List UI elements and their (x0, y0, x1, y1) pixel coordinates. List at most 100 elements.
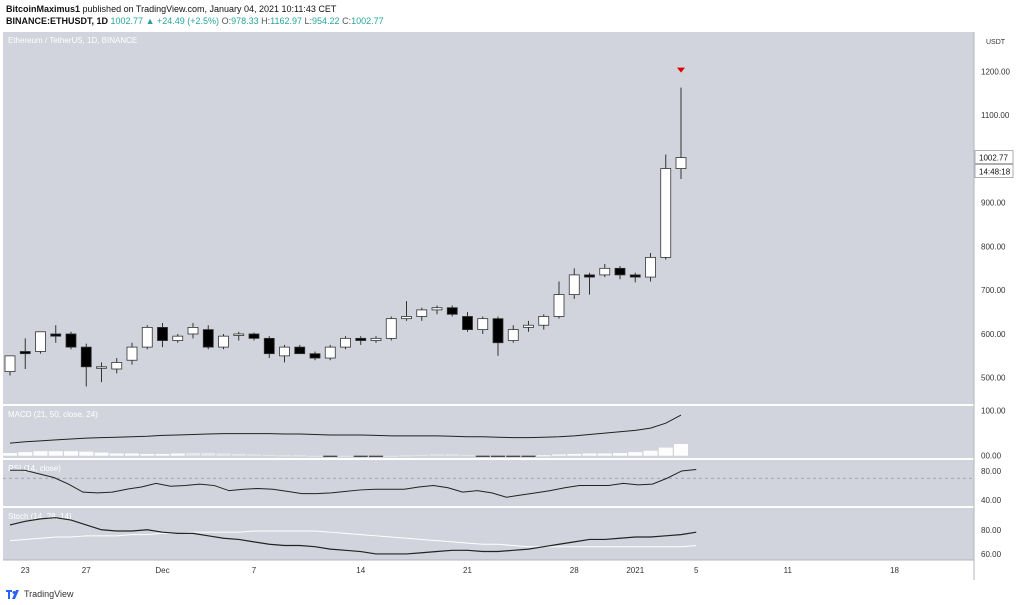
macd-histogram-bar (384, 455, 399, 457)
candle-body (294, 346, 306, 355)
published-text: published on TradingView.com, January 04… (82, 4, 337, 14)
macd-histogram-bar (353, 455, 368, 457)
candle-body (340, 337, 351, 348)
macd-histogram-bar (125, 453, 139, 456)
candle-body (126, 346, 138, 361)
macd-histogram-bar (506, 455, 521, 457)
x-tick-label: 7 (252, 566, 257, 575)
macd-histogram-bar (628, 452, 643, 456)
candle-body (523, 324, 534, 328)
macd-histogram-bar (48, 451, 63, 456)
macd-histogram-bar (460, 454, 475, 456)
candle-body (263, 337, 275, 355)
tradingview-logo-icon (6, 589, 19, 599)
candle-body (492, 318, 504, 344)
x-tick-label: 11 (784, 566, 793, 575)
pane-title: Stoch (14, 28, 14) (8, 512, 72, 521)
macd-histogram-bar (674, 443, 688, 456)
macd-histogram-bar (491, 455, 505, 457)
macd-line (9, 414, 682, 444)
macd-histogram-bar (643, 450, 658, 456)
macd-histogram-bar (475, 455, 490, 457)
macd-histogram-bar (155, 453, 170, 456)
y-tick-label: 80.00 (981, 467, 1002, 476)
candle-body (462, 316, 473, 330)
candle-body (141, 327, 153, 348)
candle-body (401, 316, 412, 320)
trading-chart[interactable]: Ethereum / TetherUS, 1D, BINANCE500.0060… (0, 30, 1024, 585)
candle-body (4, 355, 16, 373)
countdown-label: 14:48:18 (979, 168, 1011, 177)
macd-histogram-bar (140, 453, 155, 456)
pane-title: MACD (21, 50, close, 24) (8, 410, 98, 419)
macd-histogram-bar (552, 454, 566, 456)
candle-body (50, 333, 62, 337)
candle-body (19, 351, 31, 355)
y-tick-label: 600.00 (981, 330, 1006, 339)
price-axis-strip (974, 32, 1024, 582)
price-change: ▲ +24.49 (+2.5%) (145, 16, 220, 26)
candle-body (660, 168, 672, 258)
close-value: 1002.77 (351, 16, 384, 26)
y-tick-label: 900.00 (981, 199, 1006, 208)
publisher-name[interactable]: BitcoinMaximus1 (6, 4, 81, 14)
macd-histogram-bar (79, 451, 94, 456)
publish-line: BitcoinMaximus1 published on TradingView… (6, 4, 336, 14)
candle-body (645, 256, 656, 278)
macd-histogram-bar (567, 453, 582, 456)
macd-histogram-bar (613, 453, 627, 456)
footer-brand[interactable]: TradingView (24, 589, 74, 599)
macd-histogram-bar (323, 455, 338, 457)
macd-histogram-bar (414, 454, 429, 456)
macd-histogram-bar (399, 455, 414, 457)
candle-body (446, 307, 458, 315)
macd-histogram-bar (231, 453, 246, 456)
candle-body (279, 346, 290, 357)
candle-body (614, 267, 626, 276)
rsi-line (10, 468, 697, 498)
macd-histogram-bar (521, 455, 536, 457)
macd-histogram-bar (216, 453, 231, 456)
candle-body (370, 337, 382, 341)
macd-histogram-bar (262, 454, 277, 456)
y-tick-label: 60.00 (981, 550, 1002, 559)
y-tick-label: 1100.00 (981, 111, 1010, 120)
x-tick-label: 23 (21, 566, 30, 575)
macd-histogram-bar (597, 453, 612, 456)
x-tick-label: 28 (570, 566, 579, 575)
low-label: L: (304, 16, 313, 26)
y-tick-label: 80.00 (981, 526, 1002, 535)
candle-body (80, 346, 92, 368)
candle-body (431, 307, 443, 311)
macd-histogram-bar (109, 453, 124, 456)
candle-body (218, 335, 229, 348)
macd-histogram-bar (582, 453, 597, 456)
high-label: H: (261, 16, 271, 26)
macd-histogram-bar (201, 453, 216, 456)
candle-body (584, 274, 595, 278)
signal-arrow-icon (677, 67, 685, 73)
open-label: O: (221, 16, 232, 26)
candle-body (35, 331, 46, 352)
unit-label: USDT (986, 39, 1006, 46)
y-tick-label: 500.00 (981, 374, 1006, 383)
pane-bg-2 (3, 460, 974, 506)
stoch-d-line (9, 530, 697, 548)
candle-body (538, 316, 550, 326)
macd-histogram-bar (64, 451, 78, 456)
x-tick-label: 27 (82, 566, 91, 575)
candle-body (248, 333, 260, 339)
y-tick-label: 800.00 (981, 242, 1006, 251)
candle-body (309, 353, 321, 359)
y-tick-label: 100.00 (981, 407, 1006, 416)
footer: TradingView (6, 586, 74, 602)
macd-histogram-bar (3, 453, 17, 456)
macd-histogram-bar (536, 455, 551, 457)
candle-body (187, 327, 199, 335)
macd-histogram-bar (170, 453, 185, 456)
candle-body (675, 157, 687, 169)
candle-body (416, 309, 428, 317)
countdown-box (974, 164, 1014, 179)
pane-bg-1 (3, 406, 974, 458)
candle-body (355, 337, 367, 341)
